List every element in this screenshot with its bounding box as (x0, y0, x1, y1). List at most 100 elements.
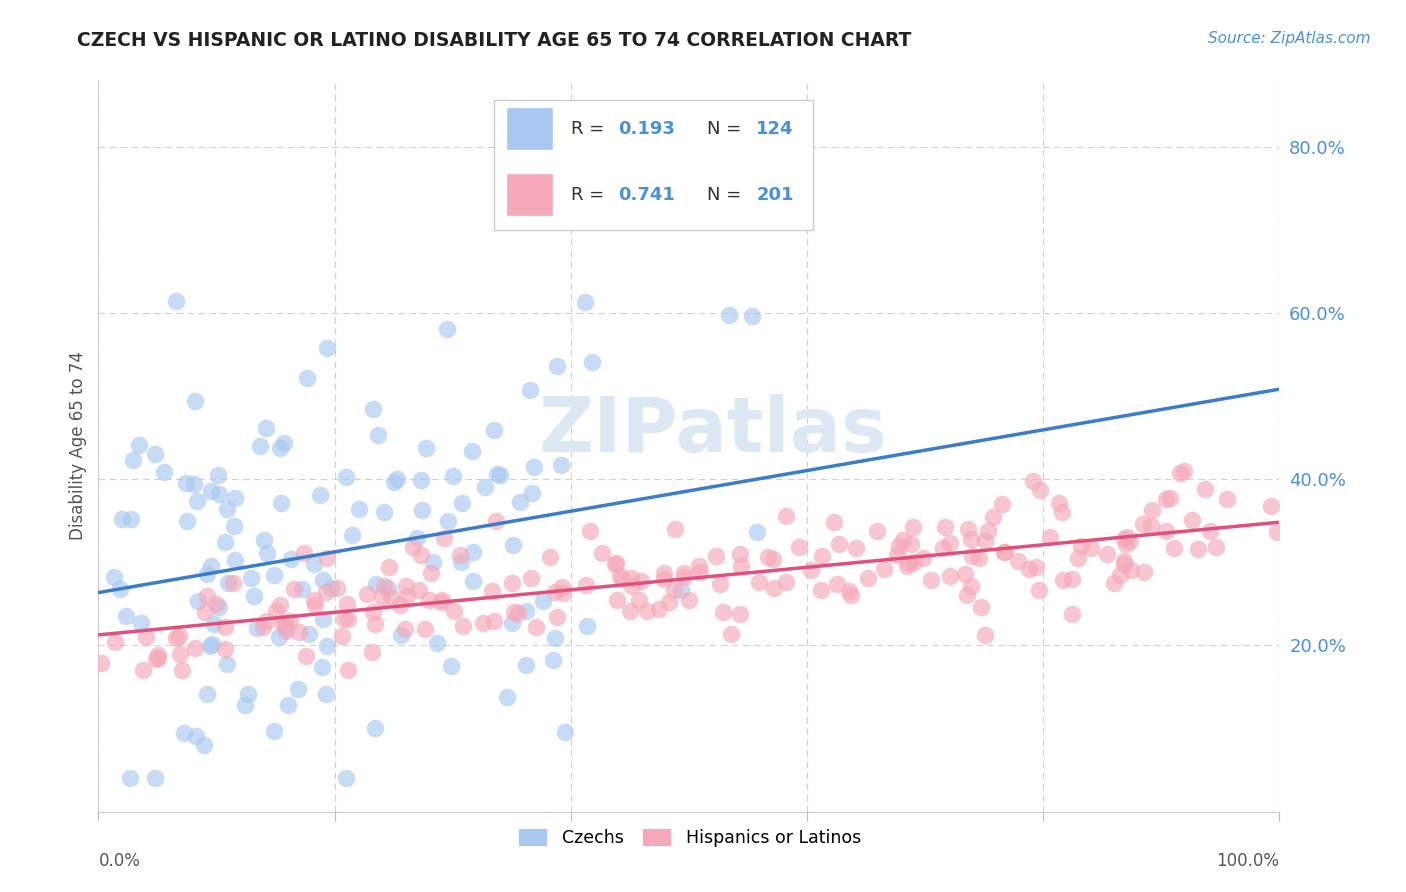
Point (932, 541, 955, 556)
Point (382, 475, 405, 490)
Point (441, 469, 464, 483)
Point (333, 612, 356, 626)
Point (409, 549, 432, 563)
Point (1168, 466, 1191, 480)
Point (823, 515, 845, 529)
Point (579, 524, 602, 538)
Point (1142, 503, 1164, 517)
Point (1133, 566, 1156, 580)
Point (825, 577, 848, 591)
Point (288, 624, 311, 639)
Point (347, 502, 370, 516)
Point (1154, 492, 1177, 507)
Point (920, 573, 942, 587)
Point (993, 545, 1015, 559)
Point (858, 571, 880, 585)
Point (195, 589, 218, 603)
Point (553, 586, 575, 600)
Point (481, 584, 503, 599)
Point (541, 652, 564, 666)
Point (911, 550, 934, 565)
Point (515, 604, 537, 618)
Point (415, 441, 437, 455)
Point (254, 615, 277, 629)
Point (748, 574, 770, 589)
FancyBboxPatch shape (506, 107, 553, 150)
Point (1052, 573, 1074, 587)
Point (839, 588, 862, 602)
Point (730, 547, 752, 561)
Point (388, 599, 411, 613)
Point (326, 581, 349, 595)
Point (256, 546, 278, 560)
Point (991, 497, 1014, 511)
Point (730, 559, 752, 574)
Point (1060, 607, 1083, 621)
Point (664, 522, 686, 536)
Point (544, 631, 567, 645)
Point (128, 438, 150, 452)
Point (361, 605, 384, 619)
Point (165, 293, 187, 308)
Point (502, 605, 524, 619)
Point (186, 494, 208, 508)
Point (122, 453, 145, 467)
Point (934, 519, 956, 533)
Point (104, 635, 127, 649)
Point (195, 566, 218, 581)
Point (103, 570, 125, 584)
Point (253, 533, 276, 547)
Point (501, 576, 523, 591)
Point (418, 593, 440, 607)
Point (246, 621, 269, 635)
Point (395, 579, 418, 593)
Point (741, 309, 763, 323)
Point (903, 555, 925, 569)
Point (775, 575, 797, 590)
Point (800, 562, 823, 576)
Legend: Czechs, Hispanics or Latinos: Czechs, Hispanics or Latinos (509, 821, 869, 855)
Point (554, 725, 576, 739)
Point (969, 599, 991, 614)
Point (236, 687, 259, 701)
Point (775, 508, 797, 523)
Point (1154, 524, 1177, 538)
Point (277, 698, 299, 712)
Point (898, 556, 921, 570)
Point (955, 588, 977, 602)
Text: 201: 201 (756, 186, 794, 204)
Point (222, 519, 245, 533)
Point (967, 551, 990, 566)
Point (977, 524, 1000, 538)
Point (546, 359, 568, 373)
Point (891, 533, 914, 547)
Point (264, 603, 287, 617)
Point (576, 619, 599, 633)
Point (488, 467, 510, 482)
Point (422, 555, 444, 569)
Point (524, 620, 547, 634)
Text: 0.193: 0.193 (619, 120, 675, 138)
Point (176, 514, 198, 528)
Point (605, 557, 627, 571)
Point (363, 721, 385, 735)
Point (143, 447, 166, 461)
Point (709, 577, 731, 591)
Point (544, 584, 567, 599)
Point (208, 599, 231, 614)
Point (205, 598, 228, 612)
Point (367, 428, 389, 442)
Point (271, 615, 294, 630)
Point (297, 371, 319, 385)
Point (1028, 582, 1050, 597)
Point (502, 538, 524, 552)
Point (114, 609, 136, 624)
Point (745, 524, 768, 539)
Point (402, 540, 425, 554)
FancyBboxPatch shape (494, 100, 813, 230)
Point (420, 566, 443, 581)
Text: R =: R = (571, 186, 610, 204)
Point (312, 574, 335, 588)
Point (636, 604, 658, 618)
Point (174, 476, 197, 491)
